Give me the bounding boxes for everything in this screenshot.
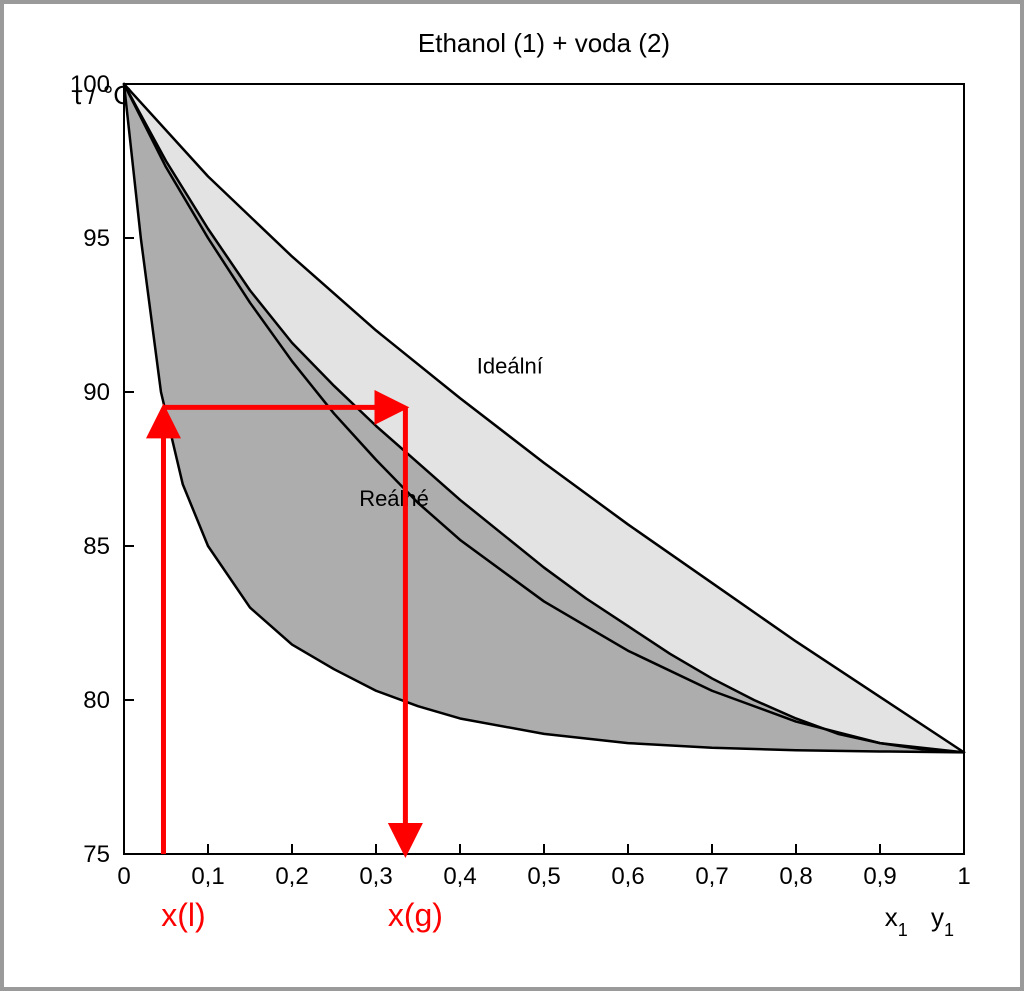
y-tick-label: 95 <box>83 225 110 252</box>
x-tick-label: 1 <box>957 863 970 890</box>
real-region-label: Reálné <box>359 486 429 511</box>
y-tick-label: 85 <box>83 533 110 560</box>
x-tick-label: 0,5 <box>527 863 560 890</box>
x-tick-label: 0,7 <box>695 863 728 890</box>
x-tick-label: 0,2 <box>275 863 308 890</box>
x-liquid-label: x(l) <box>161 897 205 933</box>
x-tick-label: 0 <box>117 863 130 890</box>
chart-title: Ethanol (1) + voda (2) <box>418 28 670 58</box>
x-tick-label: 0,6 <box>611 863 644 890</box>
ideal-region-label: Ideální <box>477 354 543 379</box>
x-vapor-label: x(g) <box>388 897 443 933</box>
x-axis-label: x1 y1 <box>885 902 954 940</box>
phase-diagram-svg: Ethanol (1) + voda (2) t / °C 7580859095… <box>4 4 1020 987</box>
chart-container: Ethanol (1) + voda (2) t / °C 7580859095… <box>4 4 1020 987</box>
y-tick-label: 100 <box>70 71 110 98</box>
y-tick-label: 90 <box>83 379 110 406</box>
real-region-fill <box>124 84 964 752</box>
x-tick-label: 0,8 <box>779 863 812 890</box>
x-tick-label: 0,4 <box>443 863 476 890</box>
chart-frame: Ethanol (1) + voda (2) t / °C 7580859095… <box>0 0 1024 991</box>
x-tick-label: 0,1 <box>191 863 224 890</box>
x-tick-label: 0,3 <box>359 863 392 890</box>
x-tick-label: 0,9 <box>863 863 896 890</box>
x-ticks: 0 0,1 0,2 0,3 0,4 0,5 0,6 0,7 0,8 0,9 1 <box>117 844 970 890</box>
y-tick-label: 75 <box>83 841 110 868</box>
y-tick-label: 80 <box>83 687 110 714</box>
